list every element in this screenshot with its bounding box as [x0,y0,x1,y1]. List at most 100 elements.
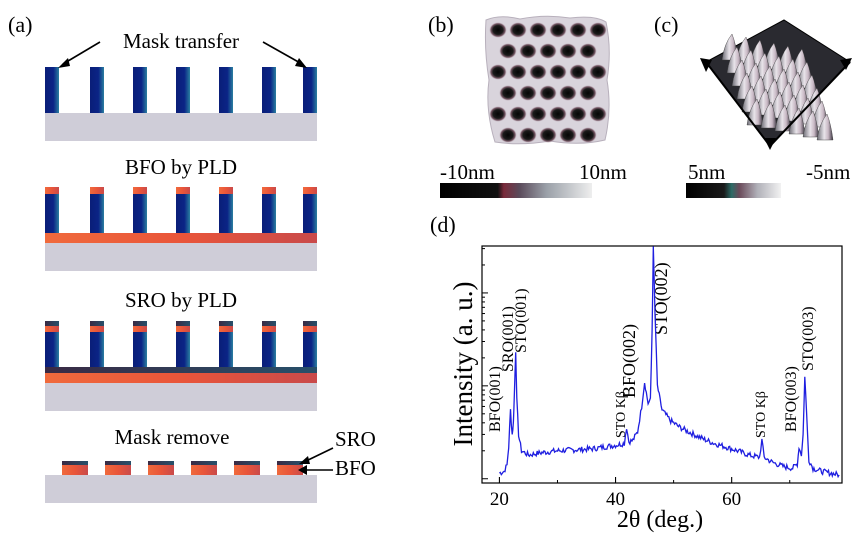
sro-dot [277,461,303,465]
bfo-dot [105,465,131,475]
bfo-cap [133,326,147,332]
afm-topography-image [484,15,610,145]
afm-hole [569,22,587,38]
afm-hole [549,106,567,122]
colorbar-b [440,183,592,198]
arrow-right [262,41,303,65]
sro-cap [303,321,317,326]
afm-hole [529,64,547,80]
bfo-cap [262,326,276,332]
layer-label-bfo: BFO [335,456,376,480]
bfo-layer [45,373,317,383]
afm-hole [499,43,517,59]
bfo-cap [45,187,59,194]
peak-label: STO(002) [651,262,672,335]
substrate [45,383,317,411]
afm-hole [529,22,547,38]
afm-hole [519,43,537,59]
step-sro-diagram [45,321,317,411]
mask-pillar [90,194,104,233]
colorbar-c [686,183,781,198]
mask-pillar [45,332,59,367]
sro-cap [45,321,59,326]
arrow-left [62,41,101,65]
bfo-dot [277,465,303,475]
step-mask-transfer-label: Mask transfer [123,29,239,53]
sro-layer [45,367,317,373]
x-tick-label: 20 [490,489,509,510]
bfo-dot [191,465,217,475]
mask-pillar [219,194,233,233]
plot-frame [481,245,843,484]
afm-cone [746,98,764,126]
peak-label: STO(001) [513,288,530,353]
step-bfo-diagram [45,187,317,271]
y-axis-label: Intensity (a. u.) [448,282,478,447]
bfo-cap [219,187,233,194]
mask-pillar [133,67,147,113]
mask-pillar [262,67,276,113]
mask-pillar [176,194,190,233]
bfo-cap [133,187,147,194]
bfo-cap [262,187,276,194]
mask-pillar [45,194,59,233]
afm-hole [579,43,597,59]
afm-hole [569,64,587,80]
afm-hole [549,64,567,80]
step-mask-remove-diagram [45,461,317,503]
afm-hole [529,106,547,122]
substrate [45,113,317,141]
afm-hole [509,106,527,122]
afm-hole [549,22,567,38]
afm-hole [559,43,577,59]
peak-label: BFO(002) [619,324,640,398]
afm-3d-image [700,19,852,150]
afm-hole [509,64,527,80]
mask-pillar [176,332,190,367]
peak-label: STO Kβ [614,391,629,438]
scale-c-max: -5nm [806,160,850,184]
afm-hole [519,127,537,143]
substrate [45,475,317,503]
afm-cone [816,113,834,141]
bfo-cap [303,326,317,332]
mask-pillar [176,67,190,113]
sro-cap [262,321,276,326]
afm-hole [489,106,507,122]
afm-hole [489,64,507,80]
afm-hole [539,43,557,59]
afm-hole [579,127,597,143]
afm-hole [509,22,527,38]
afm-hole [499,127,517,143]
x-tick-label: 40 [606,489,625,510]
afm-hole [499,85,517,101]
bfo-cap [45,326,59,332]
scale-b-max: 10nm [579,160,627,184]
scale-b-min: -10nm [440,160,495,184]
mask-pillar [219,332,233,367]
afm-hole [539,127,557,143]
afm-hole [489,22,507,38]
step-mask-remove-label: Mask remove [115,425,230,449]
afm-hole [589,22,607,38]
xrd-chart: 20 40 60 BFO(001)SRO(001)STO(001)STO KβBFO… [481,245,843,510]
bfo-cap [176,187,190,194]
bfo-cap [219,326,233,332]
step-mask-transfer-diagram [45,41,317,141]
bfo-cap [90,187,104,194]
sro-dot [234,461,260,465]
sro-dot [148,461,174,465]
afm-hole [559,127,577,143]
step-bfo-label: BFO by PLD [125,155,237,179]
panel-b-label: (b) [428,12,454,37]
bfo-dot [62,465,88,475]
mask-pillar [45,67,59,113]
afm-hole [519,85,537,101]
sro-cap [176,321,190,326]
panel-d-label: (d) [430,212,456,237]
sro-dot [105,461,131,465]
bfo-layer [45,233,317,243]
sro-cap [133,321,147,326]
afm-hole [569,106,587,122]
